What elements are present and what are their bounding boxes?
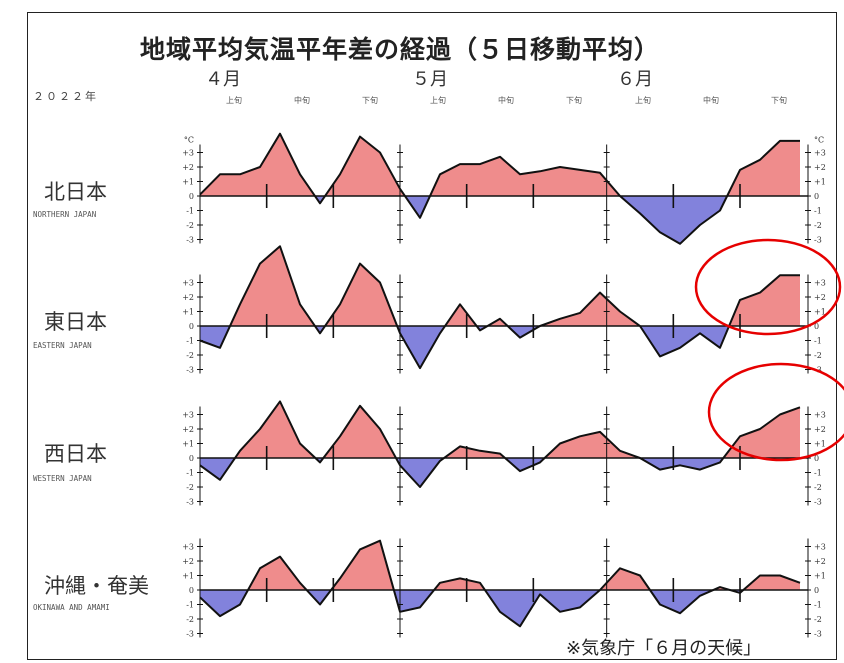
y-tick-label-left: +2 (182, 163, 194, 172)
y-tick-label-right: +1 (814, 308, 826, 317)
chart-title: 地域平均気温平年差の経過（５日移動平均） (140, 35, 661, 64)
y-tick-label-right: +2 (814, 293, 826, 302)
year-label: ２０２２年 (33, 90, 98, 103)
positive-anomaly-area (200, 540, 800, 590)
y-tick-label-right: +3 (814, 279, 826, 288)
dekad-label: 下旬 (566, 96, 582, 105)
region-label-western: 西日本 (44, 442, 107, 466)
y-tick-label-right: +1 (814, 178, 826, 187)
y-tick-label-right: -2 (814, 351, 822, 360)
region-label-northern: 北日本 (44, 180, 107, 204)
temperature-anomaly-line (199, 400, 801, 488)
y-tick-label-left: -2 (186, 615, 194, 624)
temperature-anomaly-line (199, 132, 800, 245)
y-tick-label-left: +1 (182, 308, 194, 317)
y-tick-label-left: +3 (182, 149, 194, 158)
y-tick-label-left: -2 (186, 483, 194, 492)
month-label-may: ５月 (412, 69, 448, 90)
region-label-eastern: 東日本 (44, 310, 107, 334)
y-tick-label-right: +3 (814, 411, 826, 420)
negative-anomaly-area (200, 326, 800, 369)
y-tick-label-right: -1 (814, 207, 822, 216)
y-tick-label-right: -1 (814, 337, 822, 346)
dekad-label: 中旬 (498, 96, 514, 105)
y-tick-label-right: -1 (814, 469, 822, 478)
y-tick-label-right: 0 (814, 454, 819, 463)
temperature-anomaly-line (199, 539, 801, 628)
dekad-label: 上旬 (226, 96, 242, 105)
y-tick-label-right: -2 (814, 221, 822, 230)
region-label-okinawa: 沖縄・奄美 (44, 574, 149, 598)
y-tick-label-right: +1 (814, 572, 826, 581)
y-tick-label-left: -3 (186, 366, 194, 375)
positive-anomaly-area (200, 401, 800, 458)
y-tick-label-right: -1 (814, 601, 822, 610)
y-tick-label-left: 0 (189, 454, 194, 463)
y-tick-label-right: +3 (814, 149, 826, 158)
y-tick-label-right: -3 (814, 630, 822, 639)
negative-anomaly-area (200, 590, 800, 627)
y-tick-label-right: +2 (814, 425, 826, 434)
y-tick-label-left: -1 (186, 207, 194, 216)
y-tick-label-left: +2 (182, 293, 194, 302)
y-tick-label-left: +1 (182, 440, 194, 449)
y-tick-label-left: -2 (186, 351, 194, 360)
region-label-eastern-en: EASTERN JAPAN (33, 341, 92, 350)
temperature-anomaly-line (199, 245, 800, 370)
y-unit-label-right: °C (814, 136, 824, 145)
month-label-april: ４月 (205, 69, 241, 90)
y-tick-label-left: 0 (189, 586, 194, 595)
y-tick-label-left: +1 (182, 178, 194, 187)
highlight-circle-western (707, 362, 844, 462)
source-note: ※気象庁「６月の天候」 (566, 638, 762, 659)
y-tick-label-left: -1 (186, 337, 194, 346)
dekad-label: 中旬 (703, 96, 719, 105)
dekad-label: 下旬 (771, 96, 787, 105)
y-tick-label-left: -1 (186, 469, 194, 478)
month-label-june: ６月 (617, 69, 653, 90)
region-label-western-en: WESTERN JAPAN (33, 474, 92, 483)
region-label-northern-en: NORTHERN JAPAN (33, 210, 97, 219)
y-tick-label-left: -2 (186, 221, 194, 230)
negative-anomaly-area (200, 196, 800, 244)
y-tick-label-left: -3 (186, 236, 194, 245)
y-tick-label-right: +2 (814, 163, 826, 172)
y-tick-label-left: +2 (182, 557, 194, 566)
y-tick-label-left: +1 (182, 572, 194, 581)
dekad-label: 中旬 (294, 96, 310, 105)
y-tick-label-left: +3 (182, 279, 194, 288)
y-tick-label-left: -3 (186, 498, 194, 507)
dekad-label: 上旬 (430, 96, 446, 105)
y-tick-label-right: -2 (814, 615, 822, 624)
y-tick-label-right: +3 (814, 543, 826, 552)
y-tick-label-left: +3 (182, 543, 194, 552)
y-tick-label-right: 0 (814, 322, 819, 331)
y-tick-label-right: -3 (814, 236, 822, 245)
y-tick-label-right: 0 (814, 586, 819, 595)
y-tick-label-left: 0 (189, 192, 194, 201)
y-tick-label-left: -3 (186, 630, 194, 639)
y-tick-label-left: -1 (186, 601, 194, 610)
y-tick-label-right: 0 (814, 192, 819, 201)
dekad-label: 上旬 (635, 96, 651, 105)
y-tick-label-left: +2 (182, 425, 194, 434)
y-tick-label-right: -3 (814, 498, 822, 507)
dekad-label: 下旬 (362, 96, 378, 105)
highlight-circle-eastern (694, 238, 842, 336)
y-tick-label-left: 0 (189, 322, 194, 331)
positive-anomaly-area (200, 133, 800, 196)
y-tick-label-right: +2 (814, 557, 826, 566)
y-unit-label-left: °C (184, 136, 194, 145)
y-tick-label-left: +3 (182, 411, 194, 420)
y-tick-label-right: +1 (814, 440, 826, 449)
region-label-okinawa-en: OKINAWA AND AMAMI (33, 603, 110, 612)
positive-anomaly-area (200, 246, 800, 326)
y-tick-label-right: -2 (814, 483, 822, 492)
